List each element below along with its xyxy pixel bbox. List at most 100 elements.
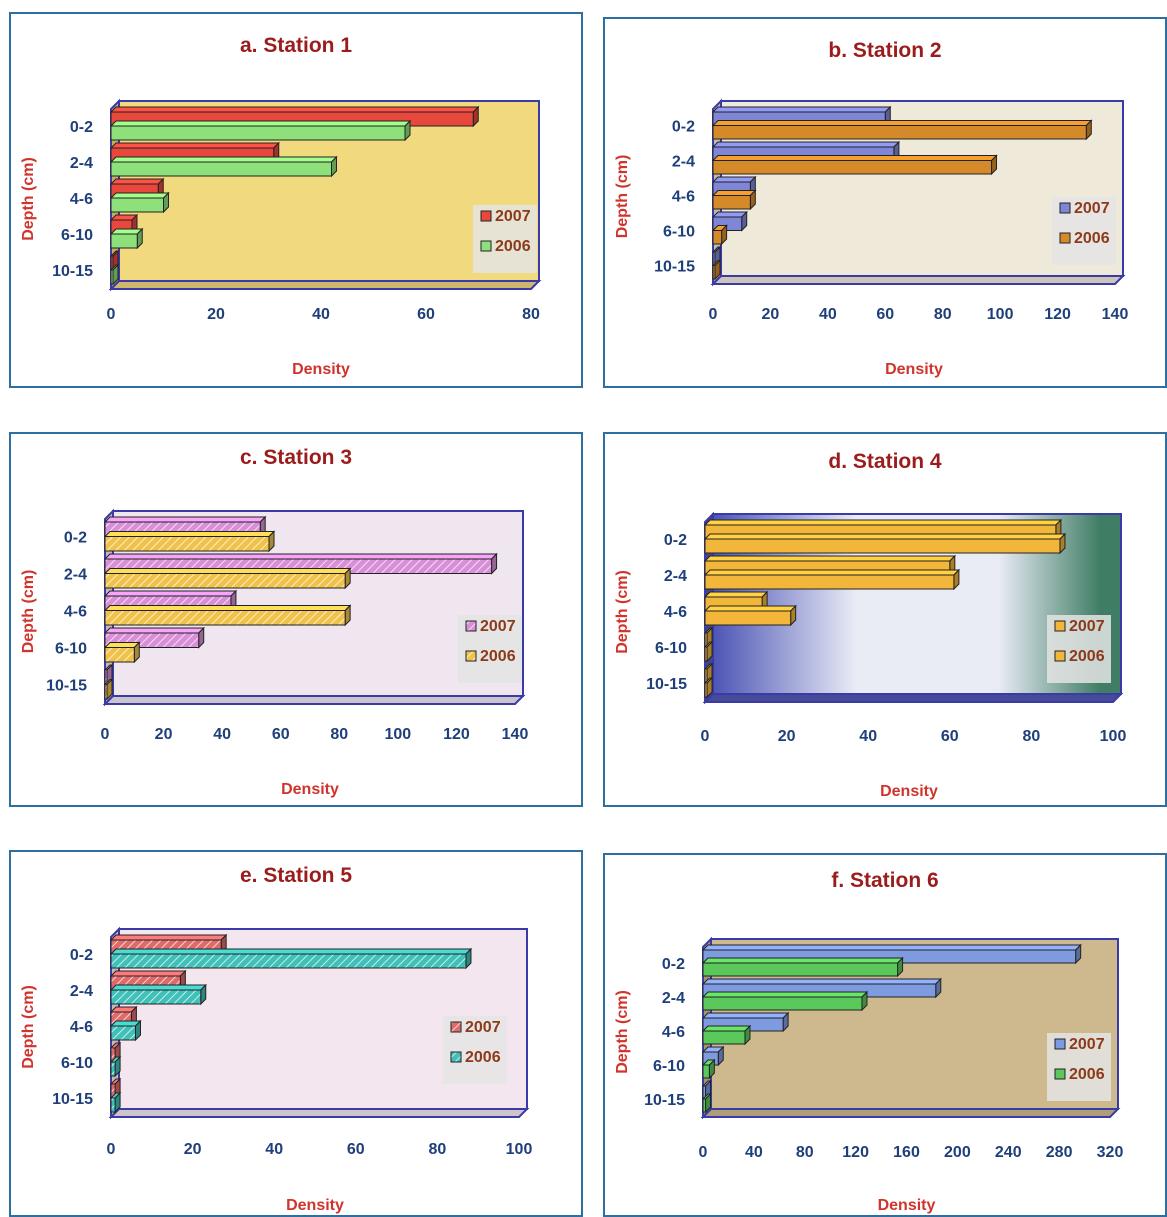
legend: 2007 2006 bbox=[473, 205, 537, 273]
y-category-label: 6-10 bbox=[663, 224, 695, 241]
y-axis-label: Depth (cm) bbox=[20, 570, 37, 654]
legend: 2007 2006 bbox=[443, 1016, 507, 1084]
bar-2006-6-10 bbox=[109, 227, 144, 250]
x-tick-label: 40 bbox=[265, 1141, 283, 1158]
bar-2006-0-2 bbox=[701, 956, 904, 978]
legend-swatch bbox=[1059, 202, 1071, 214]
y-category-label: 6-10 bbox=[655, 640, 687, 657]
bar-2006-6-10 bbox=[703, 640, 714, 663]
bar-2006-4-6 bbox=[701, 1024, 752, 1046]
y-category-label: 2-4 bbox=[70, 155, 93, 172]
legend-swatch bbox=[450, 1051, 462, 1063]
x-tick-label: 40 bbox=[819, 306, 837, 323]
chart-panel-station-6: f. Station 6 Depth (cm) Density 0 40 80 120 160… bbox=[603, 853, 1167, 1217]
y-axis-label: Depth (cm) bbox=[614, 990, 631, 1074]
x-tick-label: 280 bbox=[1046, 1144, 1073, 1161]
legend-label: 2006 bbox=[1069, 648, 1105, 665]
bar-2006-10-15 bbox=[703, 676, 714, 699]
chart-svg: f. Station 6 Depth (cm) Density 0 40 80 120 160… bbox=[614, 869, 1124, 1214]
x-tick-label: 100 bbox=[1100, 728, 1127, 745]
x-tick-label: 80 bbox=[1023, 728, 1041, 745]
plot-floor bbox=[108, 1108, 530, 1118]
bar-2006-4-6 bbox=[109, 191, 170, 214]
legend-swatch bbox=[465, 620, 477, 632]
y-axis-label: Depth (cm) bbox=[614, 570, 631, 654]
x-tick-label: 20 bbox=[184, 1141, 202, 1158]
y-category-label: 0-2 bbox=[662, 956, 685, 973]
bar-2006-0-2 bbox=[703, 532, 1067, 555]
x-tick-label: 40 bbox=[859, 728, 877, 745]
x-tick-label: 60 bbox=[417, 306, 435, 323]
x-tick-label: 140 bbox=[1102, 306, 1129, 323]
chart-title: f. Station 6 bbox=[831, 869, 938, 892]
bar-2006-2-4 bbox=[703, 568, 961, 591]
chart-svg: b. Station 2 Depth (cm) Density 0 20 40 60 80 10… bbox=[614, 39, 1129, 378]
y-category-label: 6-10 bbox=[55, 641, 87, 658]
legend: 2007 2006 bbox=[1047, 615, 1111, 683]
x-tick-label: 0 bbox=[699, 1144, 708, 1161]
x-axis-label: Density bbox=[281, 781, 339, 798]
x-tick-label: 80 bbox=[330, 726, 348, 743]
y-category-label: 6-10 bbox=[61, 1055, 93, 1072]
y-category-label: 0-2 bbox=[664, 532, 687, 549]
x-tick-label: 320 bbox=[1097, 1144, 1124, 1161]
x-tick-label: 200 bbox=[944, 1144, 971, 1161]
bar-2006-4-6 bbox=[703, 604, 797, 627]
bar-2006-10-15 bbox=[711, 259, 722, 281]
bar-2006-10-15 bbox=[109, 1091, 122, 1114]
bar-2006-6-10 bbox=[711, 224, 728, 246]
legend-swatch bbox=[1059, 232, 1071, 244]
legend-swatch bbox=[450, 1021, 462, 1033]
x-tick-label: 40 bbox=[745, 1144, 763, 1161]
legend-label: 2006 bbox=[1074, 230, 1110, 247]
y-category-label: 2-4 bbox=[662, 990, 685, 1007]
y-category-label: 6-10 bbox=[61, 227, 93, 244]
legend-swatch bbox=[480, 210, 492, 222]
y-category-label: 10-15 bbox=[654, 259, 695, 276]
y-axis-label: Depth (cm) bbox=[20, 985, 37, 1069]
y-category-label: 0-2 bbox=[64, 530, 87, 547]
y-category-label: 10-15 bbox=[46, 678, 87, 695]
x-tick-label: 0 bbox=[101, 726, 110, 743]
legend-label: 2006 bbox=[480, 648, 516, 665]
plot-floor bbox=[702, 693, 1124, 703]
chart-svg: e. Station 5 Depth (cm) Density 0 20 40 60 80 10… bbox=[20, 864, 533, 1214]
chart-panel-station-2: b. Station 2 Depth (cm) Density 0 20 40 60 80 10… bbox=[603, 17, 1167, 388]
bar-2006-10-15 bbox=[109, 263, 120, 286]
x-tick-label: 60 bbox=[347, 1141, 365, 1158]
y-category-label: 2-4 bbox=[70, 983, 93, 1000]
y-category-label: 2-4 bbox=[664, 568, 687, 585]
x-axis-label: Density bbox=[292, 361, 350, 378]
x-tick-label: 0 bbox=[709, 306, 718, 323]
legend: 2007 2006 bbox=[458, 615, 522, 683]
chart-svg: d. Station 4 Depth (cm) Density 0 20 40 60 80 10… bbox=[614, 450, 1127, 800]
chart-title: a. Station 1 bbox=[240, 34, 352, 57]
plot-floor bbox=[710, 275, 1126, 285]
x-tick-label: 80 bbox=[796, 1144, 814, 1161]
chart-panel-station-3: c. Station 3 Depth (cm) Density 0 20 40 60 80 10… bbox=[9, 432, 583, 807]
x-tick-label: 0 bbox=[107, 306, 116, 323]
bar-2006-2-4 bbox=[711, 154, 998, 176]
x-tick-label: 100 bbox=[385, 726, 412, 743]
y-category-label: 10-15 bbox=[644, 1092, 685, 1109]
bar-2006-2-4 bbox=[109, 155, 338, 178]
bar-2006-2-4 bbox=[701, 990, 869, 1012]
legend-swatch bbox=[1054, 1038, 1066, 1050]
bar-2006-10-15 bbox=[103, 678, 114, 701]
x-axis-label: Density bbox=[286, 1197, 344, 1214]
y-category-label: 4-6 bbox=[70, 1019, 93, 1036]
x-tick-label: 20 bbox=[778, 728, 796, 745]
chart-title: c. Station 3 bbox=[240, 446, 352, 469]
x-tick-label: 80 bbox=[934, 306, 952, 323]
legend: 2007 2006 bbox=[1052, 197, 1116, 265]
legend-label: 2006 bbox=[1069, 1066, 1105, 1083]
plot-floor bbox=[108, 280, 542, 290]
x-tick-label: 100 bbox=[506, 1141, 533, 1158]
bar-2006-6-10 bbox=[109, 1055, 122, 1078]
x-tick-label: 20 bbox=[762, 306, 780, 323]
legend-swatch bbox=[1054, 650, 1066, 662]
x-tick-label: 140 bbox=[502, 726, 529, 743]
y-category-label: 0-2 bbox=[70, 947, 93, 964]
x-tick-label: 120 bbox=[842, 1144, 869, 1161]
x-tick-label: 20 bbox=[207, 306, 225, 323]
